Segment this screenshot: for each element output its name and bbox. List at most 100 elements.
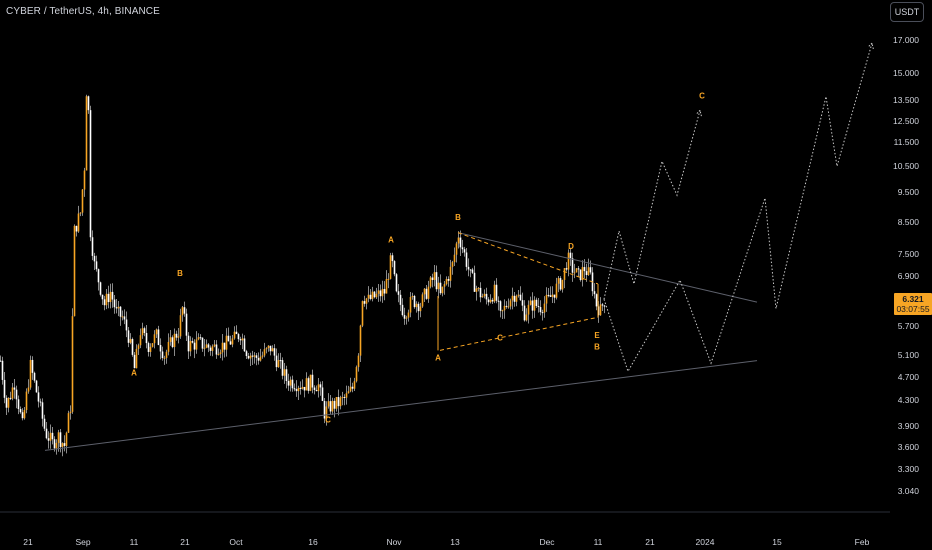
candle-body <box>191 341 194 343</box>
candle-body <box>301 386 304 389</box>
candle-body <box>277 360 280 368</box>
candle-body <box>441 286 444 294</box>
candle-body <box>313 387 316 390</box>
wave-label: A <box>435 354 441 363</box>
candle-body <box>519 294 522 301</box>
wave-label: C <box>497 333 503 342</box>
candle-body <box>75 225 78 232</box>
candle-body <box>189 341 192 352</box>
candle-body <box>145 333 148 344</box>
candle-body <box>507 306 510 308</box>
candle-body <box>115 307 118 309</box>
candle-body <box>485 293 488 300</box>
candle-body <box>177 336 180 338</box>
candle-body <box>97 269 100 283</box>
candle-body <box>51 432 54 440</box>
candle-body <box>493 284 496 302</box>
candle-body <box>305 378 308 391</box>
candle-body <box>417 303 420 312</box>
currency-button[interactable]: USDT <box>890 2 924 22</box>
candle-body <box>149 346 152 352</box>
price-tick-label: 3.900 <box>897 420 919 431</box>
candle-body <box>93 255 96 262</box>
candle-body <box>7 397 10 408</box>
candle-body <box>599 304 602 316</box>
candle-body <box>209 347 212 351</box>
candle-body <box>449 266 452 281</box>
candle-body <box>43 418 46 429</box>
price-tick-label: 9.500 <box>897 187 919 198</box>
candle-body <box>25 391 28 411</box>
candle-body <box>37 392 40 402</box>
candle-body <box>423 288 426 295</box>
candle-body <box>473 272 476 292</box>
candle-body <box>293 388 296 390</box>
candle-body <box>529 300 532 305</box>
candle-body <box>103 299 106 306</box>
candle-body <box>109 291 112 303</box>
candle-body <box>603 305 606 307</box>
candle-body <box>223 342 226 350</box>
candle-body <box>451 262 454 267</box>
candle-body <box>221 342 224 353</box>
candle-body <box>427 286 430 299</box>
candle-body <box>45 428 48 439</box>
candle-body <box>169 337 172 342</box>
candle-body <box>561 279 564 290</box>
candle-body <box>0 360 2 362</box>
candle-body <box>555 283 558 298</box>
candle-body <box>273 348 276 356</box>
candle-body <box>381 288 384 297</box>
candle-body <box>307 378 310 391</box>
candle-body <box>157 329 160 345</box>
candle-body <box>33 372 36 381</box>
candle-body <box>281 360 284 376</box>
candle-body <box>515 295 518 302</box>
candle-body <box>225 335 228 350</box>
candle-body <box>437 282 440 290</box>
candle-body <box>15 389 18 400</box>
candle-body <box>297 387 300 392</box>
candle-body <box>595 294 598 307</box>
candle-body <box>565 268 568 270</box>
wave-label: C <box>699 91 705 100</box>
candle-body <box>55 442 58 449</box>
candle-body <box>77 213 80 232</box>
candle-body <box>317 384 320 392</box>
candle-body <box>117 306 120 309</box>
candle-body <box>489 299 492 303</box>
candle-body <box>207 344 210 348</box>
candle-body <box>113 299 116 308</box>
candle-body <box>379 290 382 297</box>
time-tick-label: Dec <box>539 537 555 547</box>
candle-body <box>481 296 484 298</box>
candle-body <box>61 443 64 447</box>
candle-body <box>569 252 572 259</box>
candle-body <box>487 299 490 303</box>
candle-body <box>275 355 278 368</box>
candle-body <box>79 212 82 214</box>
candle-body <box>269 345 272 352</box>
candle-body <box>459 237 462 248</box>
candle-body <box>539 307 542 313</box>
candle-body <box>249 355 252 359</box>
candle-body <box>551 294 554 297</box>
candle-body <box>9 397 12 399</box>
candle-body <box>151 343 154 347</box>
candle-body <box>153 334 156 344</box>
candle-body <box>299 387 302 389</box>
candle-body <box>309 374 312 391</box>
candle-body <box>383 288 386 294</box>
candle-body <box>203 347 206 349</box>
price-tick-label: 4.300 <box>897 395 919 406</box>
candle-body <box>237 334 240 340</box>
time-tick-label: 15 <box>772 537 782 547</box>
candle-body <box>475 288 478 292</box>
candle-body <box>525 314 528 321</box>
candle-body <box>295 388 298 392</box>
candle-body <box>83 170 86 190</box>
candle-body <box>141 328 144 336</box>
trendline-resistance <box>457 232 758 303</box>
candle-body <box>577 268 580 270</box>
